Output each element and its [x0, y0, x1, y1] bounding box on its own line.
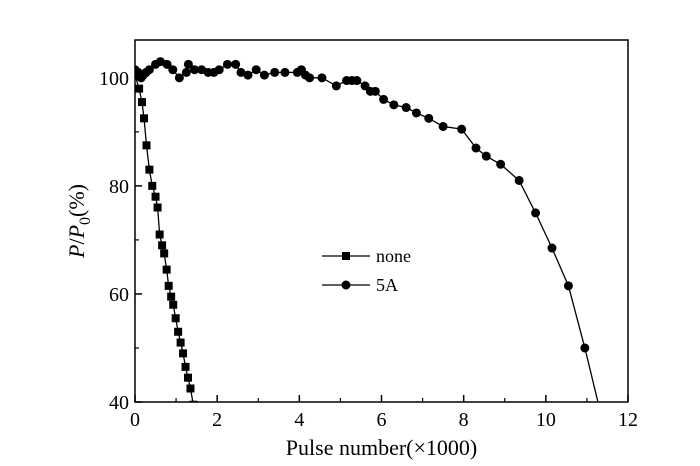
y-axis-title-subscript: 0	[77, 217, 94, 225]
data-point-5a	[231, 59, 241, 69]
y-tick-label: 100	[99, 68, 129, 90]
data-point-5a	[531, 208, 541, 218]
x-tick-label: 2	[212, 409, 222, 431]
plot-area	[135, 57, 604, 412]
data-point-none	[174, 327, 183, 336]
y-tick-label: 40	[109, 392, 129, 414]
data-point-5a	[457, 124, 467, 134]
data-point-none	[153, 203, 162, 212]
data-point-none	[151, 192, 160, 201]
y-tick-label: 60	[109, 284, 129, 306]
data-point-5a	[174, 73, 184, 83]
data-point-5a	[251, 65, 261, 75]
data-point-5a	[547, 243, 557, 253]
data-point-none	[181, 362, 190, 371]
data-point-5a	[190, 65, 200, 75]
x-tick-label: 12	[618, 409, 638, 431]
data-point-5a	[563, 281, 573, 291]
data-point-none	[145, 165, 154, 174]
data-point-5a	[243, 70, 253, 80]
data-point-5a	[424, 113, 434, 123]
data-point-none	[142, 141, 151, 150]
data-point-5a	[144, 65, 154, 75]
data-point-5a	[379, 94, 389, 104]
data-point-none	[158, 241, 167, 250]
data-point-5a	[331, 81, 341, 91]
series-layer	[135, 57, 604, 412]
data-point-none	[186, 384, 195, 393]
data-point-5a	[270, 67, 280, 77]
data-point-5a	[352, 76, 362, 86]
legend-label-none: none	[376, 246, 411, 266]
data-point-5a	[317, 73, 327, 83]
data-point-none	[179, 349, 188, 358]
series-line-5a	[135, 60, 599, 402]
x-tick-label: 8	[459, 409, 469, 431]
y-axis-title-slash: /	[64, 238, 89, 245]
plot-frame	[134, 39, 629, 403]
legend-label-5a: 5A	[376, 275, 398, 295]
data-point-5a	[181, 67, 191, 77]
data-point-5a	[236, 67, 246, 77]
data-point-5a	[305, 73, 315, 83]
data-point-5a	[514, 175, 524, 185]
y-axis-title: P/P0(%)	[64, 184, 94, 259]
data-point-5a	[389, 100, 399, 110]
data-point-5a	[183, 59, 193, 69]
legend-marker-5a	[341, 280, 351, 290]
data-point-5a	[595, 403, 604, 412]
y-axis-title-unit: (%)	[64, 184, 89, 217]
x-axis-title: Pulse number(×1000)	[286, 435, 477, 460]
legend: none 5A	[322, 246, 411, 295]
data-point-none	[148, 181, 157, 190]
data-point-5a	[471, 143, 481, 153]
x-tick-label: 0	[130, 409, 140, 431]
x-tick-label: 4	[294, 409, 304, 431]
data-point-none	[176, 338, 185, 347]
data-point-none	[171, 314, 180, 323]
y-axis-title-p: P	[64, 245, 89, 259]
data-point-5a	[401, 103, 411, 113]
legend-marker-none	[342, 252, 350, 260]
data-point-5a	[438, 121, 448, 131]
data-point-none	[140, 114, 149, 123]
x-tick-label: 6	[377, 409, 387, 431]
data-point-5a	[481, 151, 491, 161]
data-point-5a	[580, 343, 590, 353]
data-point-5a	[214, 65, 224, 75]
data-point-5a	[496, 159, 506, 169]
tick-layer: 0 2 4 6 8 10 12 40 60 80 100	[99, 68, 638, 431]
data-point-5a	[259, 70, 269, 80]
y-tick-label: 80	[109, 176, 129, 198]
data-point-5a	[162, 59, 172, 69]
y-axis-title-p0: P	[64, 225, 89, 239]
data-point-5a	[168, 65, 178, 75]
data-point-none	[167, 292, 176, 301]
x-tick-label: 10	[536, 409, 556, 431]
data-point-none	[135, 84, 144, 93]
data-point-none	[160, 249, 169, 258]
data-point-none	[155, 230, 164, 239]
data-point-none	[162, 265, 171, 274]
data-point-none	[169, 300, 178, 309]
data-point-none	[183, 373, 192, 382]
data-point-5a	[370, 86, 380, 96]
data-point-5a	[222, 59, 232, 69]
data-point-none	[137, 98, 146, 107]
data-point-5a	[280, 67, 290, 77]
data-point-5a	[411, 108, 421, 118]
data-point-none	[164, 281, 173, 290]
